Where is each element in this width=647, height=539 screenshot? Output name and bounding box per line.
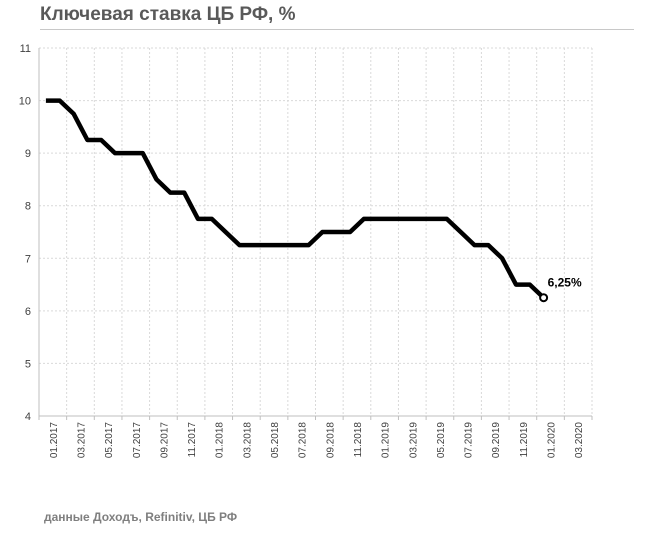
x-tick-label: 05.2018 (270, 422, 281, 459)
y-tick-label: 11 (20, 43, 31, 55)
series-group (45, 98, 549, 303)
x-tick-label: 01.2019 (381, 422, 392, 459)
x-tick-label: 01.2017 (49, 422, 60, 459)
y-tick-label: 5 (25, 358, 31, 370)
x-tick-label: 09.2018 (325, 422, 336, 459)
x-tick-label: 11.2017 (187, 422, 198, 458)
y-tick-label: 8 (25, 201, 31, 213)
x-tick-label: 03.2019 (408, 422, 419, 459)
x-tick-label: 11.2019 (519, 422, 530, 458)
source-note: данные Доходъ, Refinitiv, ЦБ РФ (44, 510, 238, 524)
title-divider (40, 29, 634, 30)
x-tick-label: 01.2020 (547, 422, 558, 459)
labels: 4 5 6 7 8 9 10 11 01.2017 03.2017 05.2017 07.2017 09… (19, 43, 585, 458)
last-value-label: 6,25% (548, 276, 582, 290)
y-tick-label: 4 (25, 411, 31, 423)
grid (39, 47, 593, 416)
x-tick-label: 11.2018 (353, 422, 364, 458)
x-tick-label: 09.2017 (159, 422, 170, 459)
chart-title: Ключевая ставка ЦБ РФ, % (40, 4, 296, 25)
y-tick-label: 9 (25, 148, 31, 160)
end-marker (539, 293, 549, 303)
x-tick-label: 01.2018 (215, 422, 226, 459)
x-tick-label: 07.2019 (464, 422, 475, 459)
x-tick-label: 03.2018 (242, 422, 253, 459)
series-line (45, 98, 546, 300)
y-tick-label: 10 (19, 96, 31, 108)
x-tick-label: 03.2020 (574, 422, 585, 459)
x-tick-label: 05.2019 (436, 422, 447, 459)
x-tick-label: 07.2017 (132, 422, 143, 459)
y-tick-label: 6 (25, 306, 31, 318)
x-tick-label: 09.2019 (491, 422, 502, 459)
x-tick-label: 03.2017 (76, 422, 87, 459)
x-tick-label: 05.2017 (104, 422, 115, 459)
axes (38, 48, 593, 420)
x-tick-label: 07.2018 (298, 422, 309, 459)
y-tick-label: 7 (25, 253, 31, 265)
